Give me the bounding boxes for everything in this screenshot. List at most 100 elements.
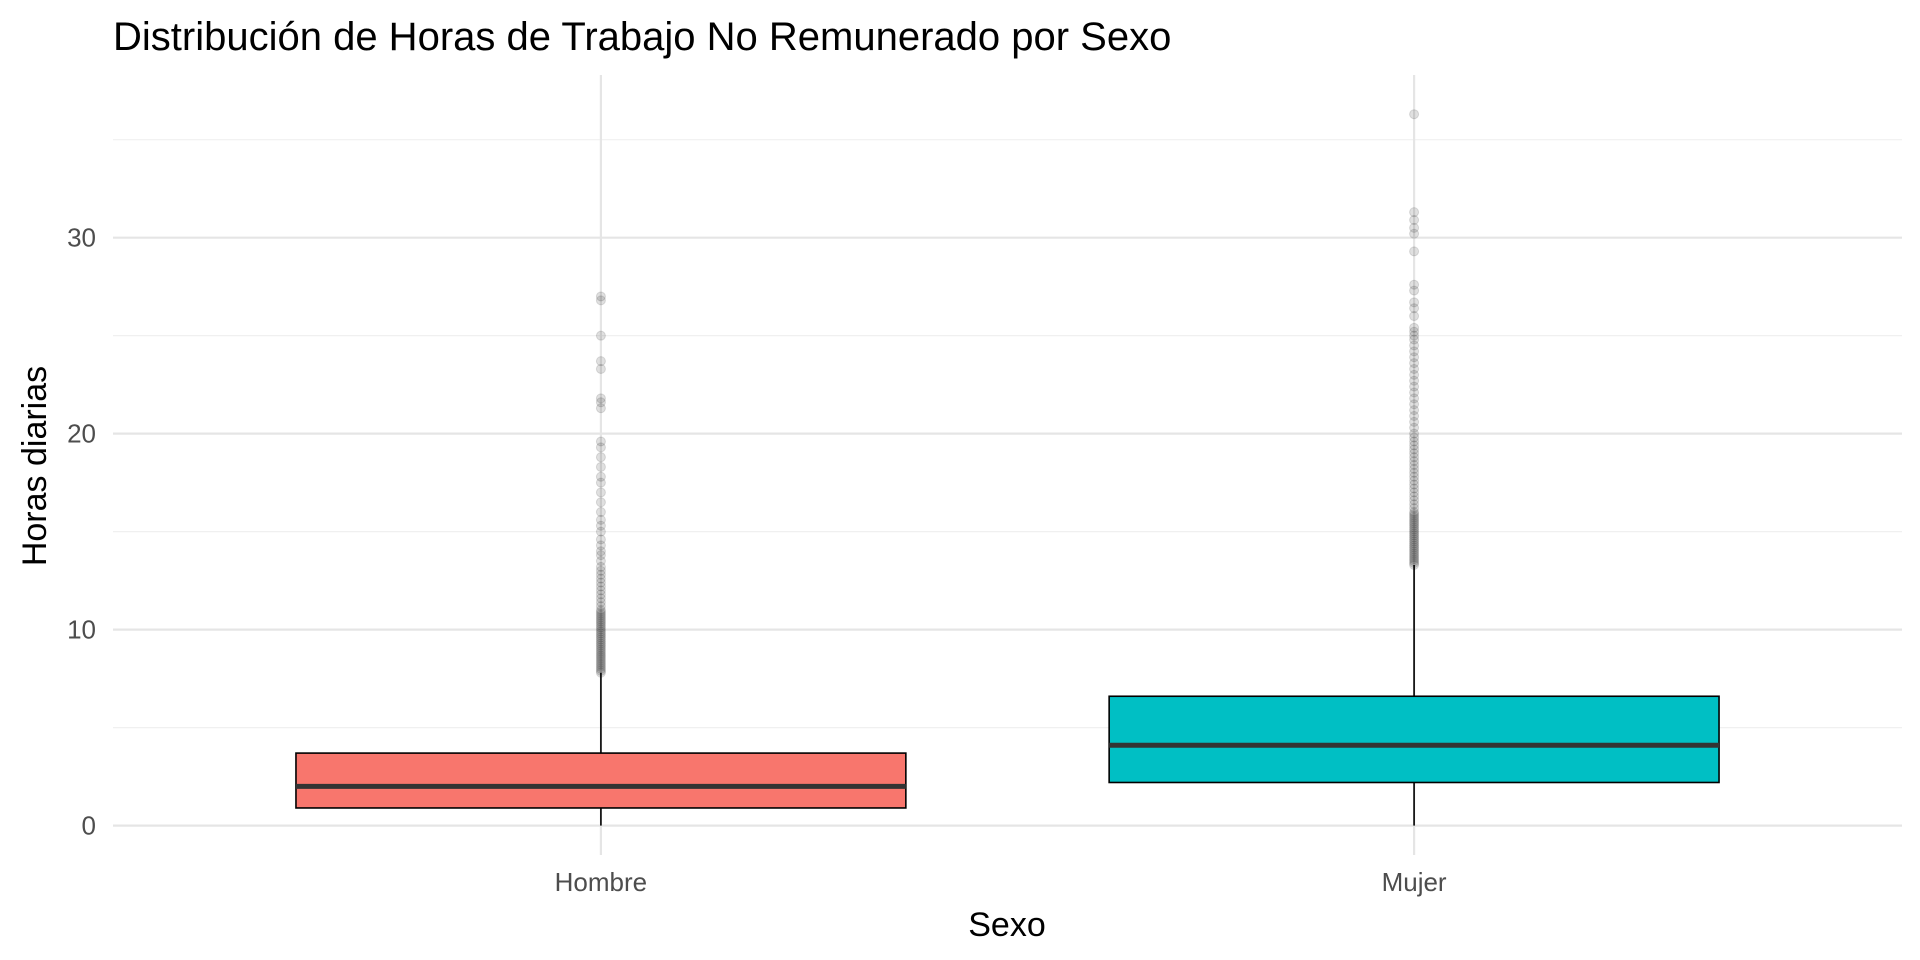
outlier-point	[595, 646, 606, 657]
outlier-point	[1409, 532, 1420, 543]
outlier-point	[1409, 375, 1420, 386]
outlier-point	[1409, 381, 1420, 392]
x-axis-title: Sexo	[968, 906, 1046, 944]
outlier-point	[595, 526, 606, 537]
outlier-point	[595, 597, 606, 608]
outlier-point	[595, 659, 606, 670]
outlier-point	[595, 461, 606, 472]
outlier-point	[1409, 520, 1420, 531]
outlier-point	[1409, 495, 1420, 506]
box-layer	[295, 109, 1720, 826]
outlier-point	[595, 601, 606, 612]
outlier-point	[595, 514, 606, 525]
outlier-point	[595, 577, 606, 588]
outlier-point	[595, 573, 606, 584]
outlier-point	[1409, 322, 1420, 333]
outlier-point	[1409, 285, 1420, 296]
outlier-point	[595, 487, 606, 498]
outlier-point	[1409, 207, 1420, 218]
y-tick-label: 10	[67, 615, 96, 645]
outlier-point	[595, 589, 606, 600]
outlier-point	[1409, 538, 1420, 549]
outlier-point	[1409, 422, 1420, 433]
outlier-point	[595, 356, 606, 367]
outlier-point	[1409, 246, 1420, 257]
y-tick-label: 0	[82, 811, 96, 841]
outlier-point	[1409, 340, 1420, 351]
outlier-point	[1409, 346, 1420, 357]
outlier-point	[1409, 303, 1420, 314]
outlier-point	[1409, 475, 1420, 486]
outlier-point	[1409, 503, 1420, 514]
outlier-point	[595, 661, 606, 672]
outlier-point	[595, 636, 606, 647]
outlier-point	[1409, 467, 1420, 478]
outlier-point	[595, 363, 606, 374]
box-iqr	[295, 752, 907, 809]
outlier-point	[595, 452, 606, 463]
outlier-point	[1409, 550, 1420, 561]
outlier-point	[1409, 228, 1420, 239]
outlier-point	[1409, 542, 1420, 553]
x-tick-label: Mujer	[1382, 867, 1447, 897]
outlier-point	[1409, 416, 1420, 427]
outlier-point	[1409, 526, 1420, 537]
outlier-point	[1409, 330, 1420, 341]
x-tick-label: Hombre	[555, 867, 647, 897]
outlier-point	[1409, 405, 1420, 416]
outlier-point	[595, 330, 606, 341]
outlier-point	[1409, 507, 1420, 518]
outlier-point	[1409, 460, 1420, 470]
outlier-point	[1409, 215, 1420, 226]
outlier-point	[1409, 411, 1420, 422]
chart-title: Distribución de Horas de Trabajo No Remu…	[113, 15, 1171, 59]
outlier-point	[595, 397, 606, 408]
outlier-point	[595, 403, 606, 414]
outlier-point	[595, 644, 606, 655]
outlier-point	[1409, 279, 1420, 290]
outlier-point	[1409, 516, 1420, 527]
outlier-point	[595, 605, 606, 616]
outlier-point	[1409, 552, 1420, 563]
box-iqr	[1108, 695, 1720, 784]
outlier-point	[1409, 297, 1420, 308]
outlier-point	[1409, 109, 1420, 120]
outlier-point	[1409, 514, 1420, 525]
outlier-point	[1409, 428, 1420, 439]
outlier-point	[1409, 544, 1420, 555]
outlier-point	[595, 556, 606, 567]
outlier-point	[595, 561, 606, 572]
outlier-point	[1409, 358, 1420, 369]
outlier-point	[595, 565, 606, 576]
outlier-point	[595, 655, 606, 666]
outlier-point	[595, 630, 606, 641]
outlier-point	[1409, 524, 1420, 535]
outlier-point	[595, 618, 606, 629]
outlier-point	[595, 626, 606, 637]
outlier-point	[595, 640, 606, 651]
outlier-point	[1409, 399, 1420, 410]
outlier-point	[595, 616, 606, 627]
outlier-point	[1409, 483, 1420, 494]
outlier-point	[1409, 326, 1420, 337]
outlier-point	[1409, 499, 1420, 510]
outlier-point	[1409, 530, 1420, 541]
outlier-point	[1409, 452, 1420, 463]
outlier-point	[595, 632, 606, 643]
outlier-point	[1409, 463, 1420, 474]
outlier-point	[595, 534, 606, 545]
outlier-point	[1409, 363, 1420, 374]
y-tick-label: 30	[67, 223, 96, 253]
outlier-point	[1409, 456, 1420, 467]
outlier-point	[1409, 432, 1420, 443]
outlier-point	[1409, 540, 1420, 551]
outlier-point	[595, 520, 606, 531]
outlier-point	[1409, 548, 1420, 559]
y-axis-title: Horas diarias	[16, 366, 54, 566]
outlier-point	[1409, 479, 1420, 490]
outlier-point	[1409, 518, 1420, 529]
outlier-point	[1409, 546, 1420, 557]
outlier-point	[595, 642, 606, 653]
